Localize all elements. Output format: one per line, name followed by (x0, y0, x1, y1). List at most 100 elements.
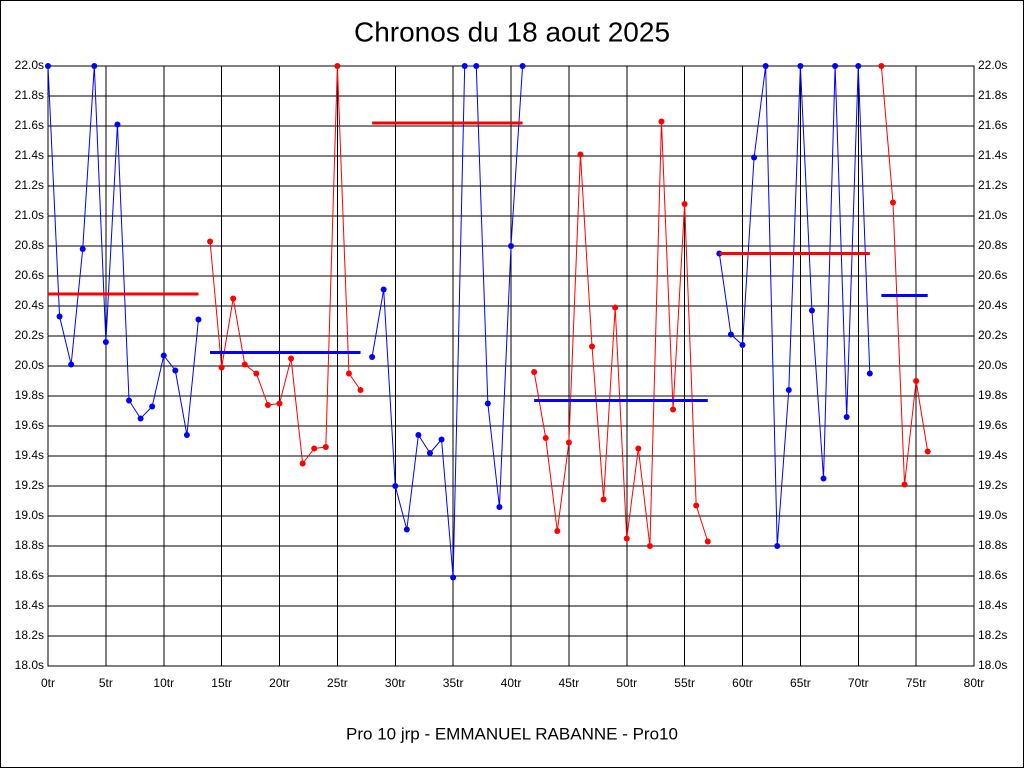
y-tick-label: 21.6s (15, 118, 44, 132)
x-tick-label: 60tr (732, 676, 753, 690)
y2-tick-label: 22.0s (978, 58, 1007, 72)
lap-point (774, 543, 781, 549)
chart-title: Chronos du 18 aout 2025 (354, 16, 670, 47)
lap-point (438, 436, 445, 443)
x-tick-label: 55tr (674, 676, 695, 690)
lap-point (415, 432, 422, 438)
x-tick-label: 80tr (964, 676, 985, 690)
x-tick-label: 5tr (99, 676, 113, 690)
lap-point (149, 403, 156, 410)
lap-point (866, 370, 873, 377)
x-tick-label: 40tr (501, 676, 522, 690)
lap-point (172, 367, 179, 374)
lap-point (519, 63, 526, 69)
x-tick-label: 50tr (616, 676, 637, 690)
lap-point (600, 496, 607, 503)
lap-point (218, 364, 225, 371)
lap-point (785, 387, 792, 393)
lap-point (345, 370, 352, 377)
lap-point (322, 444, 329, 450)
y2-tick-label: 18.0s (978, 658, 1007, 672)
lap-point (45, 63, 51, 69)
y-tick-label: 18.0s (15, 658, 44, 672)
y2-tick-label: 20.2s (978, 328, 1007, 342)
y-tick-label: 18.6s (15, 568, 44, 582)
lap-point (473, 63, 480, 69)
lap-point (762, 63, 769, 69)
y-tick-label: 21.2s (15, 178, 44, 192)
lap-point (739, 342, 746, 348)
y2-tick-label: 19.4s (978, 448, 1007, 462)
lap-point (808, 307, 815, 314)
y-tick-label: 19.6s (15, 418, 44, 432)
y2-tick-label: 19.8s (978, 388, 1007, 402)
lap-point (392, 483, 399, 489)
lap-point (635, 445, 642, 452)
lap-point (334, 63, 341, 69)
x-tick-label: 15tr (211, 676, 232, 690)
x-tick-label: 10tr (153, 676, 174, 690)
y-tick-label: 19.4s (15, 448, 44, 462)
lap-point (565, 439, 572, 446)
y-tick-label: 19.8s (15, 388, 44, 402)
lap-point (797, 63, 804, 69)
y-tick-label: 20.0s (15, 358, 44, 372)
lap-point (646, 543, 653, 549)
lap-point (253, 370, 260, 377)
lap-point (704, 538, 711, 545)
lap-point (403, 526, 410, 533)
lap-point (496, 504, 503, 510)
lap-point (311, 445, 318, 452)
y-tick-label: 19.0s (15, 508, 44, 522)
lap-point (380, 286, 387, 293)
x-tick-label: 25tr (327, 676, 348, 690)
x-tick-label: 75tr (906, 676, 927, 690)
y-tick-label: 18.4s (15, 598, 44, 612)
lap-point (820, 475, 827, 482)
lap-point (114, 121, 121, 128)
lap-point (264, 402, 271, 408)
lap-point (855, 63, 862, 69)
x-tick-label: 65tr (790, 676, 811, 690)
y-tick-label: 19.2s (15, 478, 44, 492)
lap-point (160, 352, 167, 359)
x-axis-label: Pro 10 jrp - EMMANUEL RABANNE - Pro10 (346, 724, 678, 743)
lap-point (693, 502, 700, 509)
x-tick-label: 70tr (848, 676, 869, 690)
lap-point (577, 151, 584, 158)
y2-tick-label: 18.2s (978, 628, 1007, 642)
x-tick-label: 35tr (443, 676, 464, 690)
x-tick-label: 0tr (41, 676, 55, 690)
lap-point (195, 316, 202, 323)
lap-point (531, 369, 538, 375)
lap-point (727, 331, 734, 338)
x-tick-label: 30tr (385, 676, 406, 690)
y-tick-label: 20.8s (15, 238, 44, 252)
y2-tick-label: 21.6s (978, 118, 1007, 132)
lap-point (924, 448, 931, 455)
y-tick-label: 18.2s (15, 628, 44, 642)
y-tick-label: 21.0s (15, 208, 44, 222)
y-tick-label: 22.0s (15, 58, 44, 72)
lap-point (832, 63, 839, 69)
y2-tick-label: 20.8s (978, 238, 1007, 252)
lap-point (426, 450, 433, 456)
lap-point (137, 415, 144, 422)
y-tick-label: 21.8s (15, 88, 44, 102)
lap-point (91, 63, 98, 69)
y2-tick-label: 21.2s (978, 178, 1007, 192)
y2-tick-label: 19.0s (978, 508, 1007, 522)
lap-line (47, 65, 871, 578)
lap-point (612, 304, 619, 311)
y2-tick-label: 21.4s (978, 148, 1007, 162)
x-tick-label: 45tr (559, 676, 580, 690)
lap-point (207, 238, 214, 245)
lap-point (658, 118, 665, 125)
lap-point (889, 199, 896, 206)
y2-tick-label: 20.4s (978, 298, 1007, 312)
y-tick-label: 18.8s (15, 538, 44, 552)
lap-point (241, 361, 248, 368)
lap-point (299, 460, 306, 467)
y2-tick-label: 19.6s (978, 418, 1007, 432)
